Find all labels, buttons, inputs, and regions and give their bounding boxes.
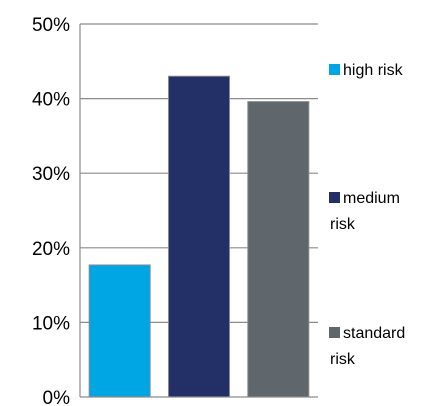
- y-tick-label: 40%: [32, 90, 70, 111]
- legend-label: risk: [330, 216, 356, 233]
- y-tick-label: 50%: [32, 15, 70, 36]
- bar-standard-risk: [247, 101, 310, 398]
- y-tick-label: 20%: [32, 239, 70, 260]
- legend-label: medium: [343, 190, 400, 207]
- y-tick-label: 30%: [32, 164, 70, 185]
- y-tick-label: 10%: [32, 313, 70, 334]
- legend-swatch: [329, 327, 340, 338]
- legend: high risk medium risk standard risk: [329, 62, 405, 368]
- legend-swatch: [329, 64, 340, 75]
- legend-label: high risk: [343, 62, 404, 79]
- y-axis-tick-labels: 0% 10% 20% 30% 40% 50%: [32, 15, 70, 406]
- y-tick-label: 0%: [43, 388, 71, 406]
- bars: [88, 75, 310, 398]
- legend-swatch: [329, 192, 340, 203]
- bar-high-risk: [88, 264, 151, 398]
- bar-medium-risk: [168, 75, 230, 398]
- legend-label: standard: [343, 325, 405, 342]
- legend-label: risk: [330, 351, 356, 368]
